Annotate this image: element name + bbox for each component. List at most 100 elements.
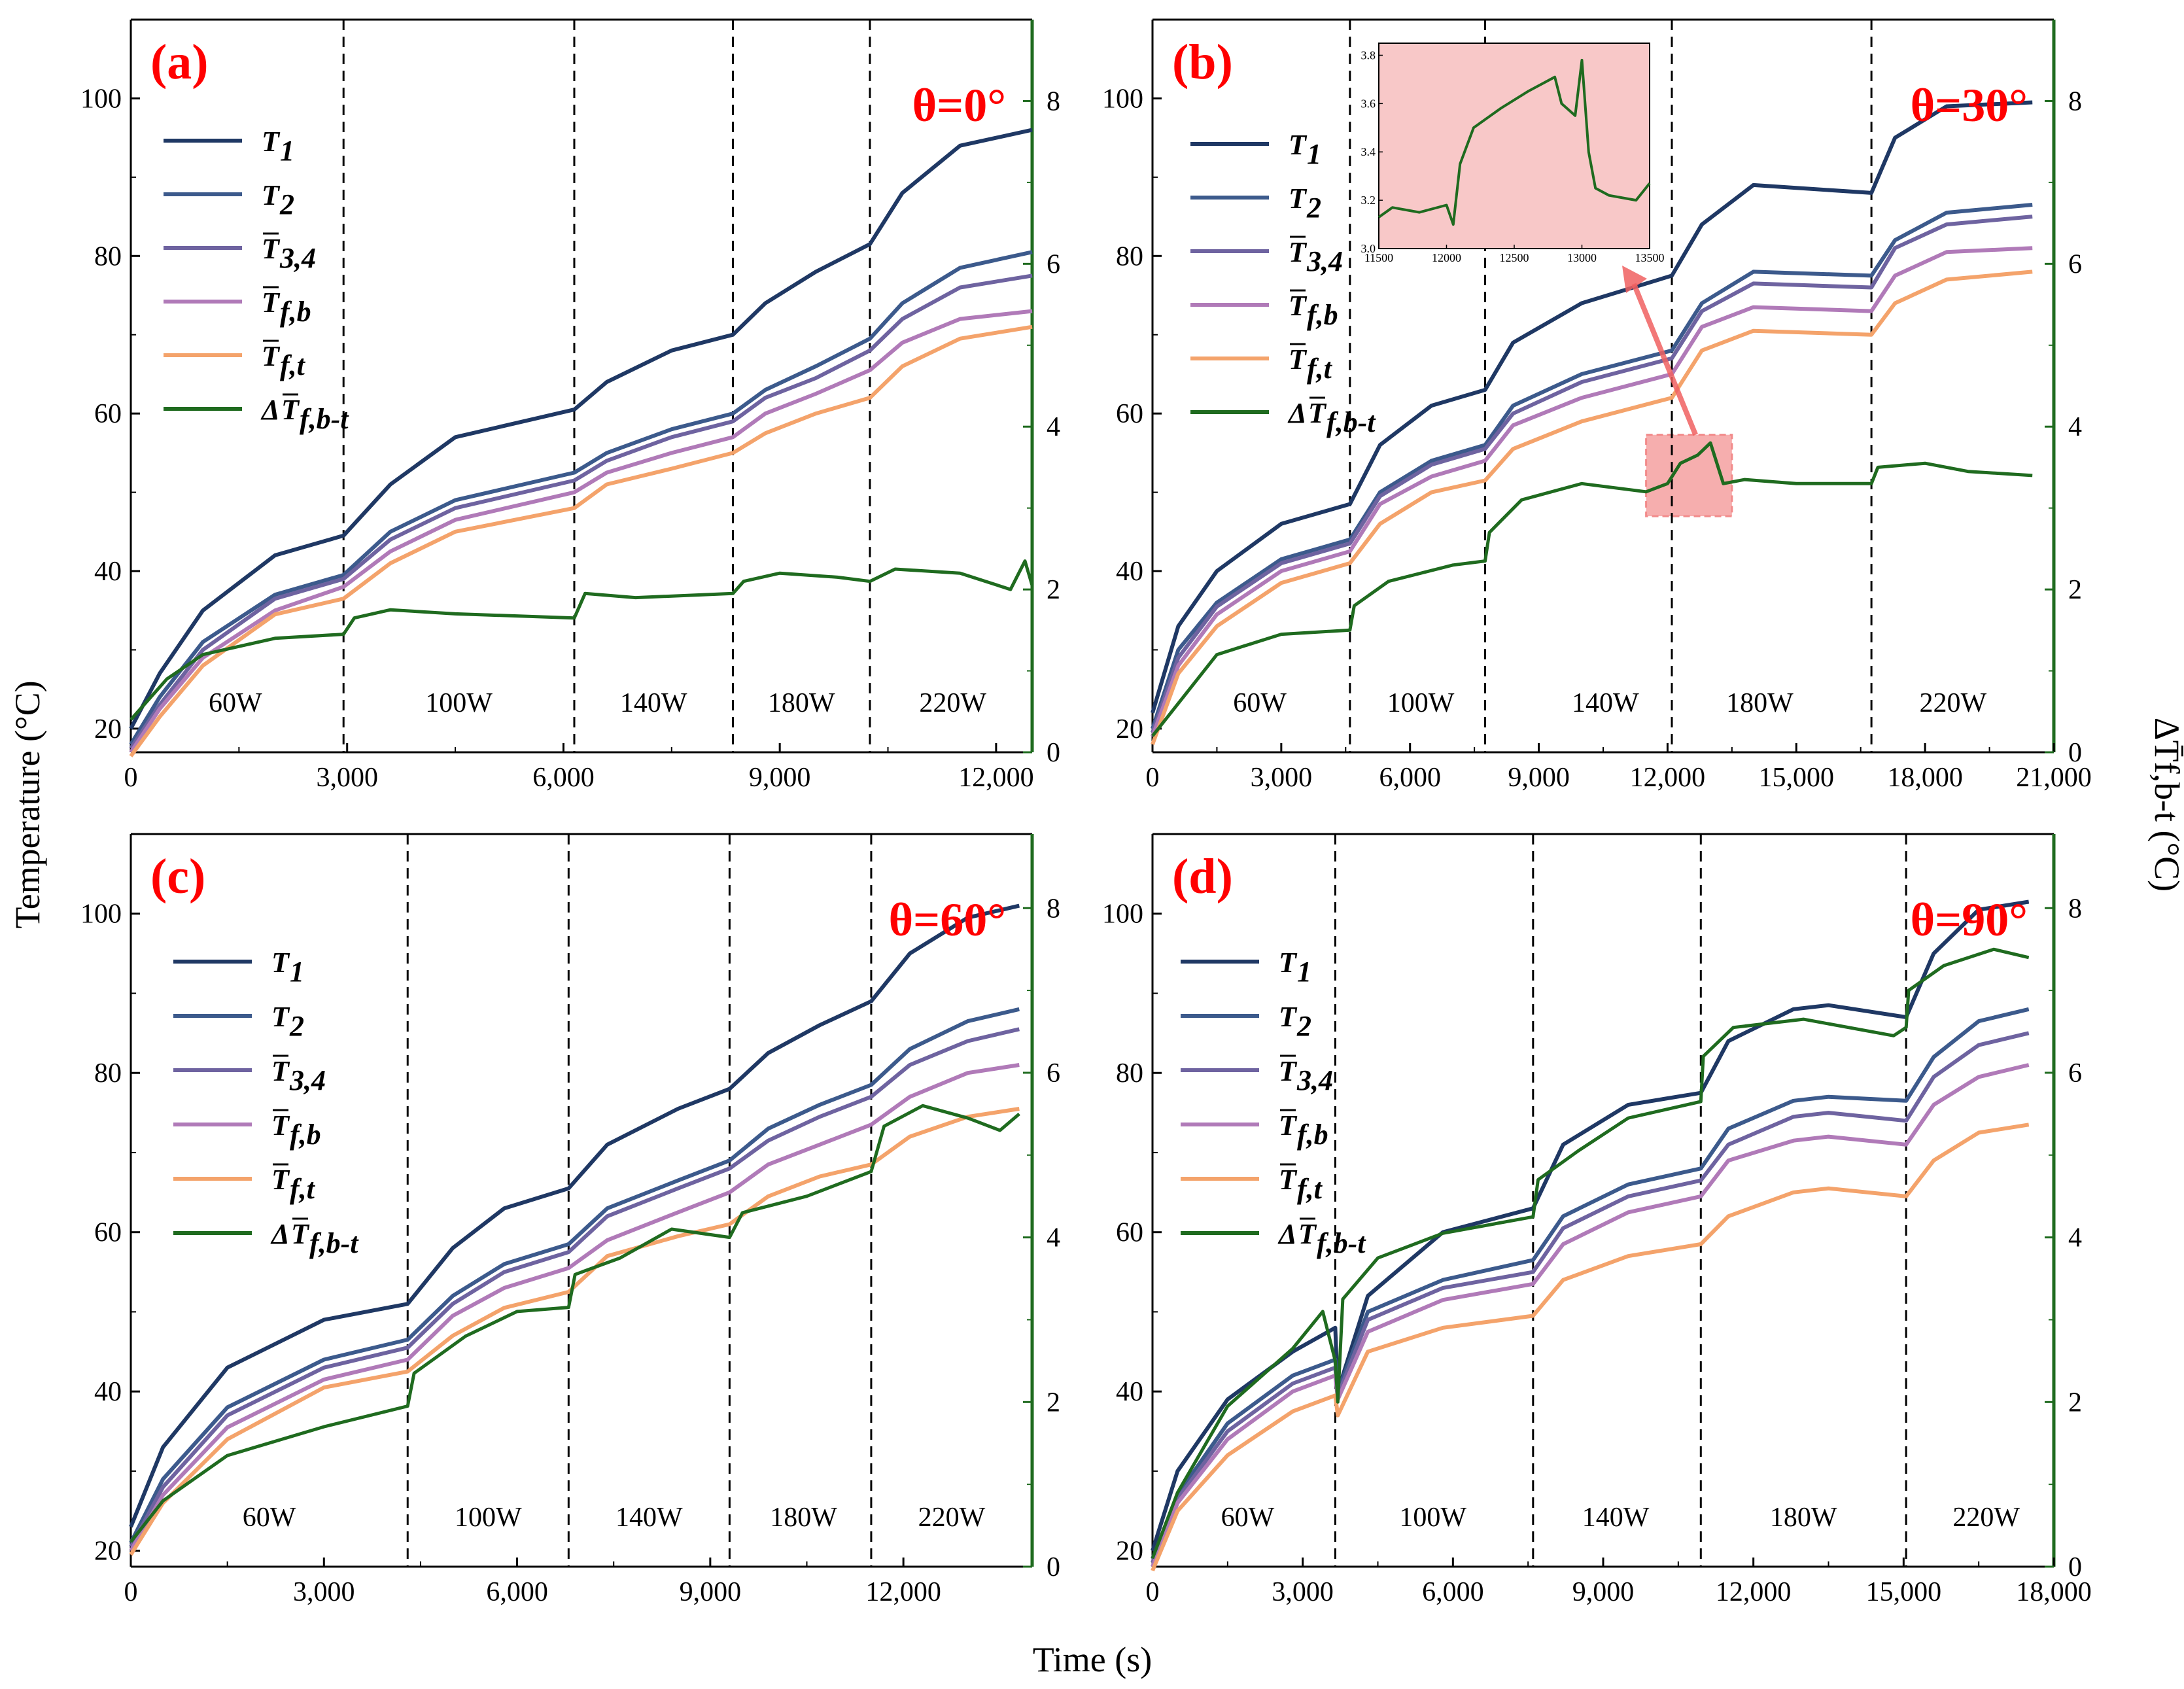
legend-subscript: f,b-t (309, 1227, 359, 1259)
inset-x-tick-label: 12500 (1500, 251, 1529, 264)
y-tick-label: 60 (1116, 399, 1143, 429)
series-line-T2 (1151, 203, 2033, 729)
legend-subscript: f,b (280, 296, 311, 328)
series-line-Tft (1151, 1123, 2030, 1572)
panel-2: 0 3,000 6,000 9,000 12,000 20 40 60 80 100 0 2 4 6 8 60… (80, 833, 1060, 1607)
power-label: 220W (1919, 688, 1986, 718)
angle-label: θ=90° (1911, 894, 2028, 946)
legend-subscript: f,b (290, 1119, 321, 1151)
legend-subscript: f,t (1307, 353, 1333, 385)
series-line-Tft (129, 324, 1033, 757)
x-tick-label: 9,000 (1508, 763, 1570, 793)
power-label: 100W (1387, 688, 1455, 718)
y2-tick-label: 0 (1047, 1552, 1060, 1582)
inset-frame (1378, 43, 1650, 249)
power-label: 140W (620, 688, 687, 718)
power-label: 220W (919, 688, 986, 718)
x-tick-label: 15,000 (1866, 1577, 1942, 1607)
legend-subscript: 2 (1296, 1010, 1311, 1042)
y2-tick-label: 6 (1047, 249, 1060, 279)
x-tick-label: 3,000 (293, 1577, 355, 1607)
series-line-T34 (1151, 1031, 2030, 1563)
legend-subscript: 2 (1306, 192, 1321, 224)
series-line-Tfb (1151, 1063, 2030, 1568)
series-line-T34 (129, 273, 1033, 750)
y-tick-label: 80 (94, 1058, 122, 1088)
y-tick-label: 40 (94, 557, 122, 587)
legend-label: T (262, 340, 281, 372)
series-line-dT (1151, 947, 2030, 1559)
inset-series-line (1378, 58, 1651, 226)
y2-tick-label: 8 (2068, 894, 2082, 924)
x-tick-label: 12,000 (865, 1577, 941, 1607)
legend-subscript: f,t (290, 1173, 316, 1205)
y-tick-label: 100 (1102, 84, 1143, 114)
x-tick-label: 18,000 (1887, 763, 1963, 793)
x-tick-label: 6,000 (486, 1577, 548, 1607)
y-tick-label: 20 (1116, 714, 1143, 744)
legend-label: T (281, 394, 300, 426)
y2-tick-label: 0 (2068, 738, 2082, 768)
power-label: 100W (1399, 1503, 1466, 1533)
angle-label: θ=0° (912, 79, 1006, 131)
y-tick-label: 40 (94, 1377, 122, 1407)
y-right-axis-title: ΔT̄f,b-t (°C) (2147, 718, 2184, 892)
x-tick-label: 12,000 (958, 763, 1034, 793)
zoom-arrow-head (1622, 266, 1647, 293)
inset-x-tick-label: 11500 (1364, 251, 1393, 264)
y-tick-label: 60 (94, 399, 122, 429)
power-label: 100W (455, 1503, 522, 1533)
series-line-T2 (1151, 1007, 2030, 1559)
legend-subscript: 3,4 (279, 242, 316, 274)
y-tick-label: 100 (1102, 899, 1143, 930)
legend-subscript: 1 (290, 956, 304, 988)
y2-tick-label: 4 (1047, 1223, 1060, 1253)
x-tick-label: 9,000 (1572, 1577, 1635, 1607)
legend-item-T34: T 3,4 (1190, 235, 1343, 277)
legend-subscript: 1 (1297, 956, 1311, 988)
legend-subscript: f,b-t (1317, 1227, 1366, 1259)
legend-label: T (1289, 183, 1308, 215)
y2-tick-label: 2 (1047, 1387, 1060, 1418)
y-tick-label: 100 (80, 84, 122, 114)
y-tick-label: 60 (94, 1218, 122, 1248)
panel-label: (b) (1172, 35, 1233, 90)
power-label: 220W (1952, 1503, 2020, 1533)
x-tick-label: 9,000 (749, 763, 811, 793)
series-line-T1 (129, 128, 1033, 730)
legend-delta-symbol: Δ (1277, 1218, 1297, 1250)
legend-delta-symbol: Δ (1287, 397, 1307, 429)
series-line-T34 (1151, 215, 2033, 733)
panel-label: (d) (1172, 849, 1233, 904)
x-tick-label: 0 (1146, 1577, 1160, 1607)
series-line-Tft (1151, 270, 2033, 746)
legend-subscript: f,b (1307, 299, 1338, 331)
series-line-dT (130, 559, 1034, 721)
x-tick-label: 6,000 (1379, 763, 1441, 793)
x-tick-label: 12,000 (1716, 1577, 1792, 1607)
power-label: 140W (1572, 688, 1639, 718)
series-line-T2 (129, 250, 1033, 746)
power-label: 180W (770, 1503, 837, 1533)
legend-subscript: f,b (1297, 1119, 1328, 1151)
x-tick-label: 3,000 (1272, 1577, 1334, 1607)
legend-delta-symbol: Δ (270, 1218, 290, 1250)
inset-x-tick-label: 12000 (1432, 251, 1461, 264)
y2-tick-label: 0 (2068, 1552, 2082, 1582)
legend-label: T (271, 1109, 290, 1141)
legend-label: T (1279, 947, 1298, 979)
zoom-highlight-region (1645, 434, 1733, 517)
inset-y-tick-label: 3.0 (1361, 242, 1376, 255)
x-tick-label: 3,000 (316, 763, 378, 793)
legend-subscript: f,t (280, 349, 306, 381)
x-tick-label: 15,000 (1759, 763, 1835, 793)
